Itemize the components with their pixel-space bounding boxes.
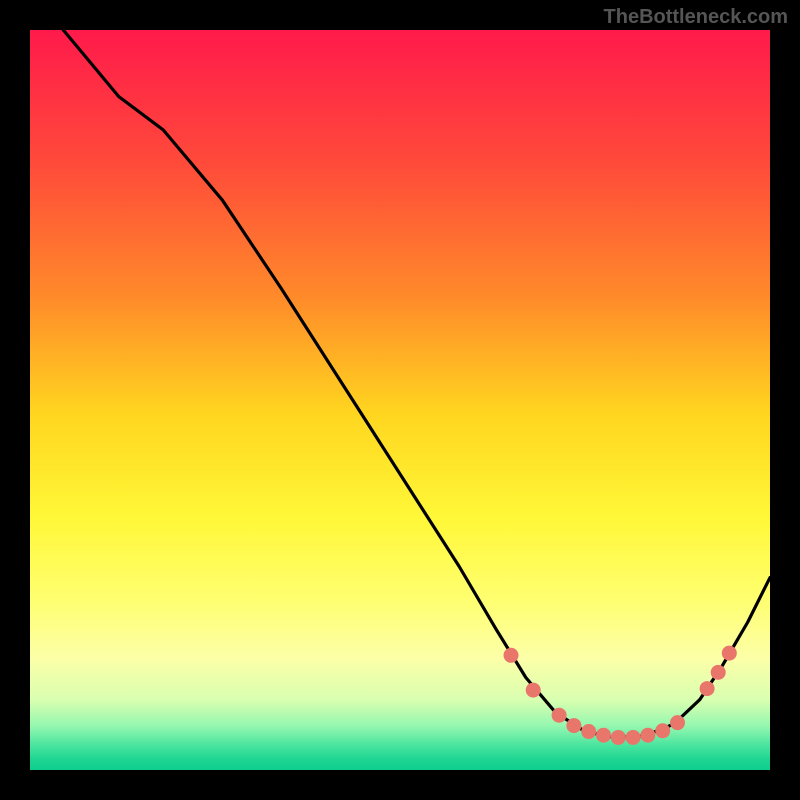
data-marker (626, 730, 641, 745)
plot-area (30, 30, 770, 770)
data-marker (611, 730, 626, 745)
data-marker (552, 708, 567, 723)
data-marker (700, 681, 715, 696)
data-marker (655, 723, 670, 738)
data-marker (711, 665, 726, 680)
data-marker (526, 683, 541, 698)
data-marker (581, 724, 596, 739)
attribution-text: TheBottleneck.com (604, 6, 788, 29)
data-marker (670, 715, 685, 730)
data-marker (640, 728, 655, 743)
curve-overlay (30, 30, 770, 770)
bottleneck-curve (63, 30, 770, 737)
data-marker (566, 718, 581, 733)
data-marker (722, 646, 737, 661)
chart-container: TheBottleneck.com (0, 0, 800, 800)
data-marker (504, 648, 519, 663)
data-marker (596, 728, 611, 743)
